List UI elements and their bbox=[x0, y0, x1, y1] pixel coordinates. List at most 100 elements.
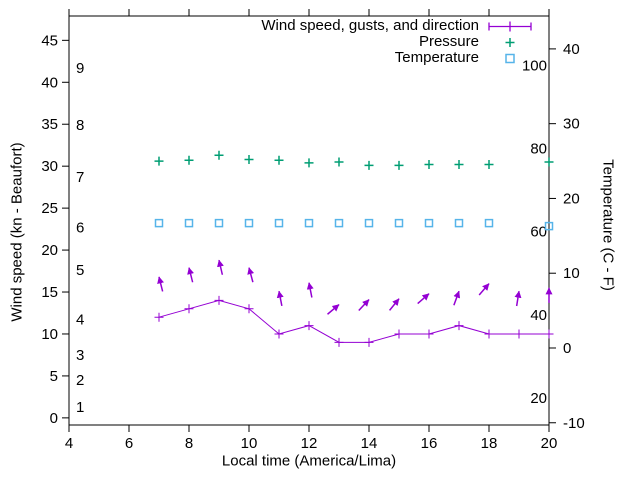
temperature-point bbox=[544, 221, 554, 231]
y-axis-title-left: Wind speed (kn - Beaufort) bbox=[8, 142, 26, 322]
x-tick-label: 4 bbox=[65, 435, 73, 452]
beaufort-label: 2 bbox=[76, 372, 84, 389]
pressure-point bbox=[214, 150, 224, 160]
x-tick-label: 14 bbox=[361, 435, 378, 452]
wind-line-sample-icon bbox=[487, 20, 533, 33]
wind-point bbox=[274, 329, 284, 339]
y-right-tick-label: 40 bbox=[563, 41, 580, 58]
wind-series bbox=[154, 295, 554, 347]
wind-point bbox=[364, 337, 374, 347]
wind-point bbox=[544, 329, 554, 339]
x-tick-label: 16 bbox=[421, 435, 438, 452]
pressure-point bbox=[364, 160, 374, 170]
fahrenheit-label: 60 bbox=[530, 224, 547, 241]
wind-direction-arrow bbox=[358, 299, 370, 312]
wind-point bbox=[214, 295, 224, 305]
wind-point bbox=[454, 321, 464, 331]
beaufort-label: 4 bbox=[76, 312, 84, 329]
y-left-tick-label: 0 bbox=[50, 410, 58, 427]
x-tick-label: 18 bbox=[481, 435, 498, 452]
wind-point bbox=[484, 329, 494, 339]
y-axis-title-right: Temperature (C - F) bbox=[599, 159, 617, 291]
y-left-tick-label: 40 bbox=[41, 74, 58, 91]
temperature-point bbox=[364, 218, 374, 228]
x-tick-label: 8 bbox=[185, 435, 193, 452]
temperature-series bbox=[154, 218, 554, 231]
x-axis-tick-labels: 4 6 8 10 12 14 16 18 20 bbox=[65, 435, 558, 452]
wind-point bbox=[424, 329, 434, 339]
wind-direction-arrow bbox=[388, 298, 400, 311]
wind-direction-arrow bbox=[514, 290, 522, 307]
beaufort-label: 8 bbox=[76, 117, 84, 134]
wind-direction-arrow bbox=[417, 293, 430, 305]
wind-direction-arrow bbox=[187, 267, 194, 283]
pressure-point bbox=[484, 159, 494, 169]
wind-direction-arrow bbox=[306, 282, 314, 298]
y-left-tick-label: 20 bbox=[41, 242, 58, 259]
pressure-point bbox=[244, 154, 254, 164]
temperature-point bbox=[334, 218, 344, 228]
pressure-point bbox=[424, 159, 434, 169]
temperature-square-sample-icon bbox=[487, 52, 533, 65]
legend-label-wind: Wind speed, gusts, and direction bbox=[261, 17, 479, 34]
legend-row-wind: Wind speed, gusts, and direction bbox=[261, 18, 533, 34]
beaufort-label: 7 bbox=[76, 169, 84, 186]
temperature-point bbox=[484, 218, 494, 228]
beaufort-label: 9 bbox=[76, 60, 84, 77]
x-axis-ticks bbox=[68, 9, 550, 432]
pressure-point bbox=[154, 156, 164, 166]
temperature-point bbox=[274, 218, 284, 228]
wind-direction-arrow bbox=[217, 259, 224, 275]
wind-point bbox=[334, 337, 344, 347]
legend-label-temperature: Temperature bbox=[394, 49, 479, 66]
x-tick-label: 20 bbox=[541, 435, 558, 452]
x-axis-title: Local time (America/Lima) bbox=[221, 452, 397, 470]
temperature-point bbox=[184, 218, 194, 228]
y-axis-right-tick-labels: -10 0 10 20 30 40 bbox=[563, 41, 585, 432]
y-right-tick-label: 30 bbox=[563, 116, 580, 133]
y-left-tick-label: 5 bbox=[50, 368, 58, 385]
wind-direction-arrow bbox=[478, 283, 490, 296]
y-right-tick-label: 0 bbox=[563, 340, 571, 357]
y-axis-right-ticks bbox=[549, 48, 556, 424]
legend-row-temperature: Temperature bbox=[261, 50, 533, 66]
temperature-point bbox=[214, 218, 224, 228]
pressure-point bbox=[544, 157, 554, 167]
beaufort-label: 6 bbox=[76, 219, 84, 236]
temperature-point bbox=[154, 218, 164, 228]
pressure-point bbox=[334, 157, 344, 167]
fahrenheit-label: 100 bbox=[522, 58, 547, 75]
temperature-point bbox=[424, 218, 434, 228]
temperature-point bbox=[394, 218, 404, 228]
x-tick-label: 12 bbox=[301, 435, 318, 452]
wind-point bbox=[154, 312, 164, 322]
wind-point bbox=[514, 329, 524, 339]
fahrenheit-label: 80 bbox=[530, 141, 547, 158]
wind-direction-arrow bbox=[327, 304, 340, 315]
y-axis-left-ticks bbox=[62, 39, 69, 419]
legend-row-pressure: Pressure bbox=[261, 34, 533, 50]
y-left-tick-label: 15 bbox=[41, 284, 58, 301]
pressure-point bbox=[454, 159, 464, 169]
pressure-series bbox=[154, 150, 554, 170]
fahrenheit-label: 20 bbox=[530, 390, 547, 407]
legend: Wind speed, gusts, and direction Pressur… bbox=[261, 18, 533, 66]
beaufort-label: 5 bbox=[76, 262, 84, 279]
temperature-point bbox=[454, 218, 464, 228]
beaufort-scale-labels: 1 2 3 4 5 6 7 8 9 bbox=[76, 60, 84, 416]
beaufort-label: 1 bbox=[76, 399, 84, 416]
wind-arrows bbox=[157, 259, 553, 315]
x-tick-label: 10 bbox=[241, 435, 258, 452]
wind-direction-arrow bbox=[157, 276, 164, 292]
pressure-point bbox=[304, 158, 314, 168]
wind-point bbox=[304, 321, 314, 331]
x-tick-label: 6 bbox=[125, 435, 133, 452]
wind-direction-arrow bbox=[453, 290, 461, 306]
wind-point bbox=[184, 304, 194, 314]
y-axis-left-tick-labels: 0 5 10 15 20 25 30 35 40 45 bbox=[41, 32, 58, 427]
wind-point bbox=[244, 304, 254, 314]
y-left-tick-label: 10 bbox=[41, 326, 58, 343]
pressure-point bbox=[274, 155, 284, 165]
wind-speed-line bbox=[158, 299, 549, 343]
